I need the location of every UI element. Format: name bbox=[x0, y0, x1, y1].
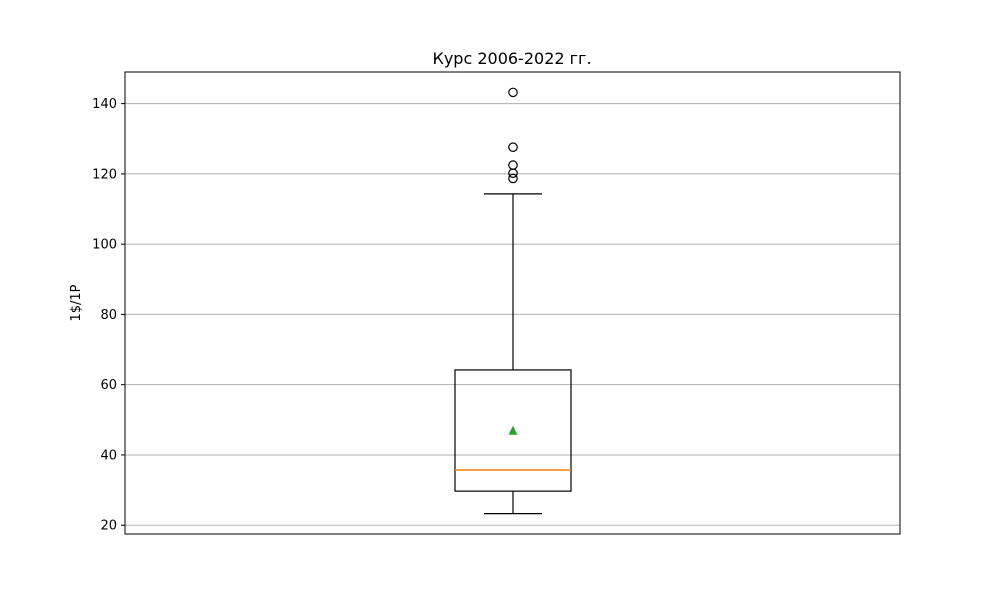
plot-area-frame bbox=[124, 71, 901, 535]
outlier-point bbox=[508, 173, 518, 184]
interquartile-box bbox=[454, 369, 572, 492]
y-axis-ticks: 20 40 60 80 100 120 140 bbox=[92, 97, 125, 534]
y-tick-label: 20 bbox=[100, 519, 117, 534]
y-tick-label: 60 bbox=[100, 378, 117, 393]
chart-title: Курс 2006-2022 гг. bbox=[432, 49, 591, 68]
y-tick-label: 140 bbox=[92, 97, 117, 112]
outlier-point bbox=[508, 142, 518, 152]
outlier-point bbox=[508, 87, 518, 98]
mean-marker bbox=[508, 425, 518, 435]
y-axis-label: 1$/1Р bbox=[69, 284, 84, 321]
y-tick-label: 80 bbox=[100, 308, 117, 323]
y-tick-label: 120 bbox=[92, 167, 117, 182]
y-tick-label: 100 bbox=[92, 238, 117, 253]
outlier-point bbox=[508, 168, 518, 178]
y-tick-label: 40 bbox=[100, 448, 117, 463]
outlier-point bbox=[508, 160, 518, 170]
box-plot bbox=[454, 87, 572, 515]
